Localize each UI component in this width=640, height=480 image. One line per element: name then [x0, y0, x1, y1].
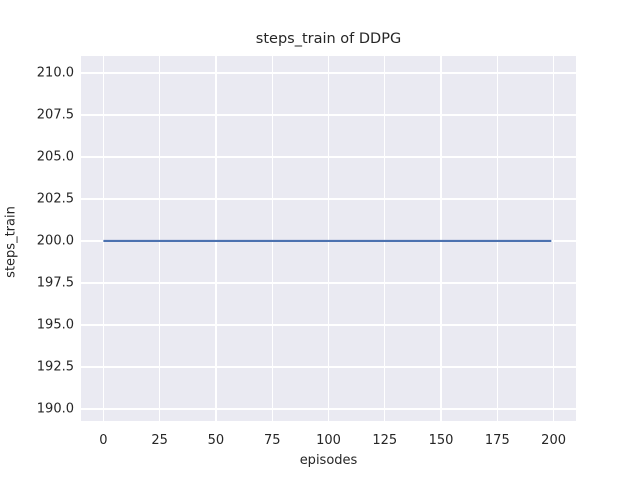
- gridline-vertical: [327, 56, 330, 421]
- gridline-vertical: [440, 56, 442, 421]
- y-tick-label: 210.0: [36, 65, 74, 81]
- x-tick-label: 25: [151, 433, 168, 448]
- plot-area: [81, 56, 576, 421]
- gridline-vertical: [158, 56, 161, 421]
- gridline-horizontal: [81, 282, 576, 284]
- y-tick-label: 200.0: [36, 233, 74, 249]
- y-tick-label: 190.0: [36, 401, 74, 417]
- gridline-vertical: [215, 56, 217, 421]
- x-tick-label: 100: [316, 433, 341, 448]
- x-tick-label: 175: [484, 433, 510, 448]
- y-tick-label: 192.5: [36, 359, 74, 375]
- gridline-horizontal: [81, 408, 576, 410]
- y-tick-label: 195.0: [36, 317, 74, 333]
- y-tick-label: 202.5: [36, 191, 74, 207]
- gridline-vertical: [384, 56, 386, 421]
- y-tick-label: 207.5: [36, 107, 74, 123]
- y-tick-label: 197.5: [36, 275, 74, 291]
- y-tick-label: 205.0: [36, 149, 74, 165]
- gridline-vertical: [552, 56, 555, 421]
- gridline-horizontal: [81, 198, 576, 200]
- x-tick-label: 50: [207, 433, 225, 448]
- gridline-horizontal: [81, 156, 576, 158]
- chart-title: steps_train of DDPG: [255, 31, 402, 47]
- gridline-horizontal: [81, 366, 576, 368]
- gridline-vertical: [496, 56, 499, 421]
- gridline-horizontal: [81, 72, 576, 74]
- gridline-horizontal: [81, 324, 576, 326]
- gridline-vertical: [102, 56, 105, 421]
- gridline-vertical: [271, 56, 273, 421]
- gridline-horizontal: [81, 114, 576, 116]
- x-tick-label: 75: [263, 433, 281, 448]
- x-tick-label: 125: [372, 433, 398, 448]
- series-line: [103, 239, 552, 243]
- x-axis-label: episodes: [299, 453, 358, 468]
- x-tick-label: 0: [99, 433, 108, 448]
- x-tick-label: 150: [428, 433, 454, 448]
- x-tick-label: 200: [541, 433, 567, 448]
